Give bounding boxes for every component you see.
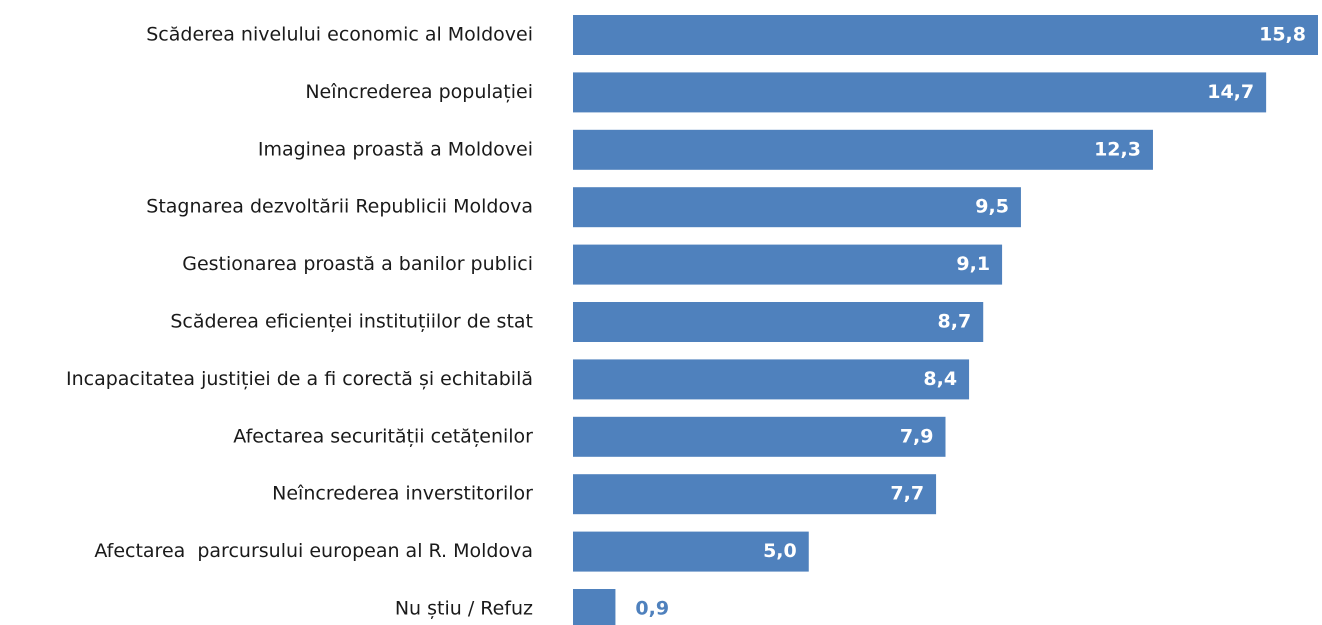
category-label: Stagnarea dezvoltării Republicii Moldova: [146, 196, 533, 218]
category-label: Nu știu / Refuz: [395, 598, 533, 620]
category-label: Incapacitatea justiției de a fi corectă …: [66, 368, 533, 390]
value-label: 7,9: [900, 425, 934, 447]
value-label: 8,4: [923, 368, 957, 390]
bar: [573, 302, 984, 342]
value-label: 15,8: [1259, 24, 1306, 46]
bar: [573, 474, 937, 515]
value-label: 8,7: [938, 311, 972, 333]
value-label: 0,9: [635, 598, 669, 620]
bar: [573, 531, 809, 572]
value-label: 9,1: [956, 253, 990, 275]
value-label: 5,0: [763, 540, 797, 562]
value-label: 12,3: [1094, 138, 1141, 160]
bar: [573, 15, 1318, 55]
category-label: Scăderea eficienței instituțiilor de sta…: [170, 311, 533, 333]
value-label: 7,7: [890, 483, 924, 505]
category-label: Scăderea nivelului economic al Moldovei: [146, 24, 533, 46]
bar: [573, 244, 1003, 285]
category-label: Gestionarea proastă a banilor publici: [182, 253, 533, 275]
category-label: Afectarea securității cetățenilor: [233, 425, 533, 447]
category-label: Afectarea parcursului european al R. Mol…: [94, 540, 533, 562]
category-label: Neîncrederea populației: [305, 81, 533, 103]
bar: [573, 359, 970, 400]
bar: [573, 72, 1267, 113]
bar: [573, 187, 1021, 228]
bar: [573, 416, 946, 457]
value-label: 9,5: [975, 196, 1009, 218]
value-label: 14,7: [1207, 81, 1254, 103]
bar: [573, 589, 616, 625]
bar: [573, 129, 1153, 170]
category-label: Imaginea proastă a Moldovei: [258, 138, 533, 160]
category-label: Neîncrederea inverstitorilor: [272, 483, 533, 505]
